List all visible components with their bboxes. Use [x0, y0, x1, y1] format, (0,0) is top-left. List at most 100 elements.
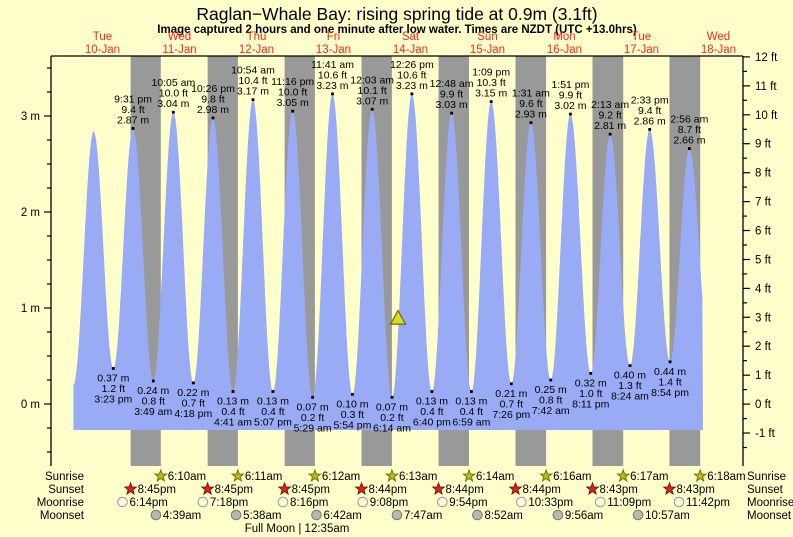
low-tide-annotation-time: 6:14 am — [373, 422, 411, 434]
moonrise-time: 9:08pm — [370, 497, 408, 509]
right-axis-label: 7 ft — [755, 197, 772, 209]
tide-extreme-dot — [589, 371, 593, 375]
low-tide-annotation-ft: 1.2 ft — [102, 383, 125, 395]
moonset-time: 4:39am — [163, 510, 201, 522]
low-tide-annotation-time: 3:49 am — [134, 406, 172, 418]
tide-extreme-dot — [291, 109, 295, 113]
tide-extreme-dot — [251, 98, 255, 102]
sunrise-star-icon — [153, 468, 168, 483]
right-axis-label: 8 ft — [755, 168, 772, 180]
right-axis-label: 5 ft — [755, 254, 772, 266]
moonrise-moon-icon — [197, 496, 209, 508]
moonrise-moon-icon — [117, 496, 128, 508]
high-tide-annotation-ft: 9.4 ft — [121, 104, 144, 116]
low-tide-annotation-ft: 0.4 ft — [420, 406, 443, 418]
low-tide-annotation-time: 5:29 am — [294, 422, 332, 434]
high-tide-annotation-ft: 9.8 ft — [201, 93, 224, 105]
high-tide-annotation-time: 11:41 am — [311, 59, 354, 71]
sunrise-time: 6:17am — [630, 471, 668, 483]
tide-extreme-dot — [171, 110, 175, 114]
tide-extreme-dot — [370, 107, 374, 111]
high-tide-annotation-time: 1:51 pm — [551, 79, 589, 91]
tide-extreme-dot — [351, 393, 354, 396]
moonrise-moon-icon — [673, 496, 685, 508]
sunrise-star-icon — [693, 468, 708, 483]
moonrise-moon-icon — [595, 496, 606, 508]
moonrise-moon-icon — [277, 496, 289, 508]
low-tide-annotation-ft: 0.4 ft — [221, 406, 244, 418]
high-tide-annotation-m: 2.86 m — [634, 115, 666, 127]
day-date: 10-Jan — [85, 44, 120, 56]
day-date: 12-Jan — [239, 44, 274, 56]
tide-extreme-dot — [111, 367, 115, 370]
tide-extreme-dot — [390, 395, 394, 399]
sunrise-time: 6:14am — [476, 471, 514, 483]
tide-extreme-dot — [489, 100, 493, 103]
high-tide-annotation-m: 3.23 m — [316, 80, 348, 92]
day-date: 18-Jan — [701, 44, 736, 56]
tide-extreme-dot — [688, 147, 691, 150]
chart-subtitle: Image captured 2 hours and one minute af… — [157, 24, 637, 36]
tide-extreme-dot — [410, 92, 414, 96]
low-tide-annotation-ft: 1.4 ft — [658, 376, 681, 388]
right-axis-label: 3 ft — [755, 312, 772, 324]
row-label-left-moonset: Moonset — [40, 510, 85, 522]
sunset-star-icon — [277, 481, 292, 496]
sunset-star-icon — [585, 481, 600, 496]
high-tide-annotation-m: 2.66 m — [673, 135, 705, 147]
day-date: 14-Jan — [393, 44, 428, 56]
row-label-right-moonset: Moonset — [747, 510, 792, 522]
moonrise-time: 11:09pm — [607, 497, 651, 509]
low-tide-annotation-time: 3:23 pm — [94, 393, 132, 405]
sunrise-star-icon — [539, 468, 554, 483]
sunrise-star-icon — [461, 468, 477, 483]
high-tide-annotation-time: 9:31 pm — [114, 93, 152, 105]
row-label-left-sunrise: Sunrise — [45, 471, 84, 483]
low-tide-annotation-m: 0.22 m — [177, 387, 209, 399]
left-axis-label: 2 m — [21, 207, 40, 219]
right-axis-label: 12 ft — [755, 52, 778, 64]
day-name: Fri — [327, 31, 340, 43]
row-label-right-sunset: Sunset — [747, 484, 784, 496]
high-tide-annotation-ft: 9.2 ft — [598, 110, 621, 122]
low-tide-annotation-ft: 0.2 ft — [380, 412, 403, 424]
low-tide-annotation-ft: 1.3 ft — [618, 380, 641, 392]
tide-extreme-dot — [608, 132, 612, 136]
right-axis-label: 9 ft — [755, 139, 772, 151]
low-tide-annotation-ft: 0.7 ft — [182, 397, 205, 409]
moonset-moon-icon — [230, 509, 242, 521]
high-tide-annotation-m: 3.02 m — [554, 100, 586, 112]
sunset-time: 8:44pm — [369, 484, 407, 496]
day-date: 16-Jan — [547, 44, 582, 56]
day-name: Sun — [477, 31, 497, 43]
tide-extreme-dot — [131, 127, 135, 130]
tide-extreme-dot — [569, 112, 572, 116]
moonrise-moon-icon — [516, 496, 527, 508]
high-tide-annotation-ft: 9.4 ft — [638, 105, 661, 117]
low-tide-annotation-ft: 0.2 ft — [301, 412, 324, 424]
low-tide-annotation-m: 0.40 m — [614, 370, 646, 382]
low-tide-annotation-time: 8:24 am — [611, 391, 649, 403]
moonrise-time: 6:14pm — [129, 497, 167, 509]
tide-extreme-dot — [450, 111, 453, 115]
right-axis-label: 2 ft — [755, 341, 772, 353]
moonrise-moon-icon — [437, 496, 448, 508]
high-tide-annotation-time: 2:33 pm — [631, 94, 669, 106]
low-tide-annotation-ft: 0.8 ft — [142, 395, 165, 407]
high-tide-annotation-m: 3.03 m — [436, 99, 468, 111]
low-tide-annotation-time: 4:18 pm — [174, 408, 212, 420]
day-name: Tue — [93, 31, 112, 43]
day-date: 11-Jan — [162, 44, 196, 56]
moonset-moon-icon — [632, 509, 644, 521]
high-tide-annotation-ft: 10.4 ft — [238, 75, 267, 87]
row-label-left-sunset: Sunset — [48, 484, 85, 496]
right-axis-label: 10 ft — [755, 110, 778, 122]
high-tide-annotation-m: 3.23 m — [396, 80, 428, 92]
low-tide-annotation-time: 4:41 am — [214, 417, 252, 429]
right-axis-label: 1 ft — [755, 370, 772, 382]
low-tide-annotation-time: 8:11 pm — [572, 398, 609, 410]
row-label-left-moonrise: Moonrise — [37, 497, 84, 509]
sunrise-star-icon — [384, 468, 400, 483]
plot-area: 0 m 1 m 2 m 3 m -1 ft 0 ft 1 ft 2 ft 3 ft 4 ft 5 f… — [21, 52, 778, 466]
tide-curve — [73, 93, 703, 431]
